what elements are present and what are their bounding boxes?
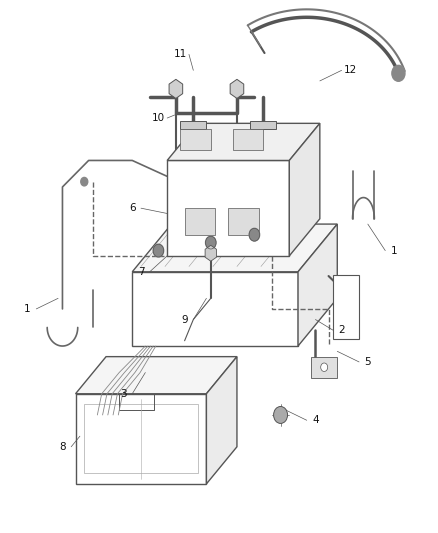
Text: 9: 9 <box>181 314 187 325</box>
Circle shape <box>391 66 404 81</box>
Bar <box>180 120 206 128</box>
Bar <box>250 120 276 128</box>
Polygon shape <box>132 224 336 272</box>
Text: 6: 6 <box>129 203 135 213</box>
Polygon shape <box>206 357 237 484</box>
Bar <box>84 405 197 473</box>
Text: 12: 12 <box>343 66 356 75</box>
Text: 10: 10 <box>152 113 165 123</box>
Bar <box>132 272 297 346</box>
Circle shape <box>81 177 88 186</box>
Circle shape <box>153 244 163 257</box>
Text: 11: 11 <box>173 50 187 59</box>
Text: 2: 2 <box>338 325 344 335</box>
Circle shape <box>273 407 287 423</box>
Circle shape <box>320 363 327 372</box>
Text: 3: 3 <box>120 389 127 399</box>
Polygon shape <box>167 123 319 160</box>
FancyBboxPatch shape <box>180 128 210 150</box>
Text: 8: 8 <box>59 442 66 452</box>
Bar <box>75 394 206 484</box>
Text: 4: 4 <box>311 415 318 425</box>
Polygon shape <box>289 123 319 256</box>
Text: 1: 1 <box>390 246 396 256</box>
Bar <box>167 160 289 256</box>
Bar <box>184 208 215 235</box>
Bar <box>332 275 358 338</box>
Text: 7: 7 <box>138 267 144 277</box>
FancyBboxPatch shape <box>232 128 262 150</box>
Circle shape <box>205 236 215 249</box>
Text: 5: 5 <box>364 357 370 367</box>
Circle shape <box>249 228 259 241</box>
Bar <box>228 208 258 235</box>
Polygon shape <box>75 357 237 394</box>
Polygon shape <box>297 224 336 346</box>
Text: 1: 1 <box>24 304 31 314</box>
Bar <box>311 357 336 378</box>
